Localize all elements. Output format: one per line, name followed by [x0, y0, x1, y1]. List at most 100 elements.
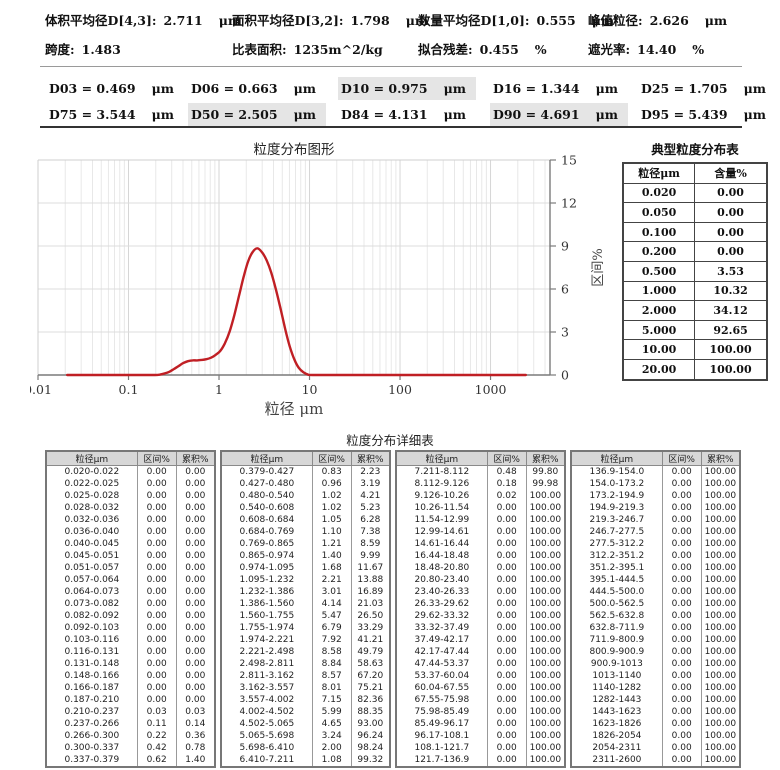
cumulative-cell: 49.79	[350, 646, 391, 658]
x-tick-label: 0.01	[30, 382, 52, 397]
size-cell: 1.000	[622, 280, 696, 302]
table-row: 2054-2311 0.00 100.00	[570, 742, 741, 754]
interval-cell: 0.00	[136, 562, 177, 574]
stat-value: 2.626	[649, 13, 689, 28]
typical-table-body: 0.020 0.00 0.050 0.00 0.100 0.00 0.200 0.00 0.50…	[622, 182, 768, 381]
stat-unit: μm	[405, 13, 429, 28]
range-cell: 0.266-0.300	[45, 730, 138, 742]
table-row: 1623-1826 0.00 100.00	[570, 718, 741, 730]
range-cell: 1282-1443	[570, 694, 663, 706]
range-cell: 1140-1282	[570, 682, 663, 694]
range-cell: 5.698-6.410	[220, 742, 313, 754]
summary-stat: 体积平均径D[4,3]: 2.711 μm	[45, 8, 241, 33]
cumulative-cell: 100.00	[525, 490, 566, 502]
range-cell: 4.002-4.502	[220, 706, 313, 718]
interval-cell: 0.00	[661, 478, 702, 490]
interval-cell: 4.65	[311, 718, 352, 730]
interval-cell: 0.00	[486, 550, 527, 562]
table-row: 0.032-0.036 0.00 0.00	[45, 514, 216, 526]
range-cell: 75.98-85.49	[395, 706, 488, 718]
typical-table-title: 典型粒度分布表	[651, 142, 739, 157]
cumulative-cell: 93.00	[350, 718, 391, 730]
range-cell: 6.410-7.211	[220, 754, 313, 767]
cumulative-cell: 8.59	[350, 538, 391, 550]
table-row: 67.55-75.98 0.00 100.00	[395, 694, 566, 706]
stat-label: 体积平均径D[4,3]:	[45, 13, 157, 28]
table-row: 0.116-0.131 0.00 0.00	[45, 646, 216, 658]
percentile-value-box: D03 = 0.469 μm	[46, 77, 184, 100]
table-row: 10.00 100.00	[622, 339, 768, 360]
percentile-unit: μm	[743, 81, 766, 96]
table-row: 1826-2054 0.00 100.00	[570, 730, 741, 742]
range-cell: 85.49-96.17	[395, 718, 488, 730]
y-axis-label: 区间%	[591, 248, 606, 286]
interval-cell: 0.00	[661, 646, 702, 658]
range-cell: 1.755-1.974	[220, 622, 313, 634]
percentile-value-box: D90 = 4.691 μm	[490, 103, 628, 126]
range-cell: 42.17-47.44	[395, 646, 488, 658]
table-row: 16.44-18.48 0.00 100.00	[395, 550, 566, 562]
summary-stat: 跨度: 1.483	[45, 37, 232, 62]
table-row: 粒径μm 区间% 累积%	[220, 450, 391, 466]
content-cell: 0.00	[694, 202, 768, 223]
range-cell: 67.55-75.98	[395, 694, 488, 706]
size-cell: 0.050	[622, 202, 696, 223]
stat-label: 面积平均径D[3,2]:	[232, 13, 344, 28]
cumulative-cell: 100.00	[525, 586, 566, 598]
table-row: 1282-1443 0.00 100.00	[570, 694, 741, 706]
table-row: 0.266-0.300 0.22 0.36	[45, 730, 216, 742]
typical-distribution-table: 典型粒度分布表 粒径μm 含量% 0.020 0.00 0.050 0.00 0.100 0.…	[622, 139, 768, 381]
interval-cell: 0.42	[136, 742, 177, 754]
size-cell: 0.100	[622, 221, 696, 243]
range-cell: 0.237-0.266	[45, 718, 138, 730]
percentile-value-box: D06 = 0.663 μm	[188, 77, 326, 100]
table-row: 2.000 34.12	[622, 300, 768, 321]
cumulative-cell: 100.00	[700, 658, 741, 670]
range-cell: 1.232-1.386	[220, 586, 313, 598]
table-row: 277.5-312.2 0.00 100.00	[570, 538, 741, 550]
interval-cell: 0.02	[486, 490, 527, 502]
cumulative-cell: 0.03	[175, 706, 216, 718]
summary-stat: 比表面积: 1235m^2/kg	[232, 37, 418, 62]
range-cell: 562.5-632.8	[570, 610, 663, 622]
table-row: 37.49-42.17 0.00 100.00	[395, 634, 566, 646]
cumulative-cell: 100.00	[525, 634, 566, 646]
cumulative-cell: 100.00	[525, 598, 566, 610]
table-row: 23.40-26.33 0.00 100.00	[395, 586, 566, 598]
table-row: 0.040-0.045 0.00 0.00	[45, 538, 216, 550]
table-row: 4.502-5.065 4.65 93.00	[220, 718, 391, 730]
cumulative-cell: 100.00	[525, 514, 566, 526]
interval-cell: 0.00	[486, 526, 527, 538]
percentile-value-box: D95 = 5.439 μm	[638, 103, 776, 126]
cumulative-cell: 0.00	[175, 670, 216, 682]
stat-label: 峰值粒径:	[588, 13, 643, 28]
cumulative-cell: 100.00	[525, 730, 566, 742]
range-cell: 8.112-9.126	[395, 478, 488, 490]
cumulative-cell: 100.00	[525, 610, 566, 622]
cumulative-cell: 0.00	[175, 586, 216, 598]
cumulative-cell: 67.20	[350, 670, 391, 682]
interval-cell: 0.11	[136, 718, 177, 730]
cumulative-cell: 100.00	[700, 622, 741, 634]
range-cell: 1.386-1.560	[220, 598, 313, 610]
cumulative-cell: 6.28	[350, 514, 391, 526]
range-cell: 800.9-900.9	[570, 646, 663, 658]
cumulative-cell: 4.21	[350, 490, 391, 502]
interval-cell: 0.00	[136, 502, 177, 514]
content-cell: 10.32	[694, 280, 768, 302]
interval-cell: 0.00	[486, 694, 527, 706]
range-cell: 246.7-277.5	[570, 526, 663, 538]
range-cell: 0.148-0.166	[45, 670, 138, 682]
interval-cell: 7.92	[311, 634, 352, 646]
range-cell: 1826-2054	[570, 730, 663, 742]
table-row: 0.237-0.266 0.11 0.14	[45, 718, 216, 730]
stat-label: 比表面积:	[232, 42, 287, 57]
interval-cell: 0.00	[661, 514, 702, 526]
table-row: 0.210-0.237 0.03 0.03	[45, 706, 216, 718]
stat-value: 1235m^2/kg	[293, 42, 383, 57]
table-row: 8.112-9.126 0.18 99.98	[395, 478, 566, 490]
cumulative-cell: 0.00	[175, 502, 216, 514]
percentile-text: D06 = 0.663	[191, 81, 278, 96]
table-row: 10.26-11.54 0.00 100.00	[395, 502, 566, 514]
table-row: 0.200 0.00	[622, 241, 768, 262]
